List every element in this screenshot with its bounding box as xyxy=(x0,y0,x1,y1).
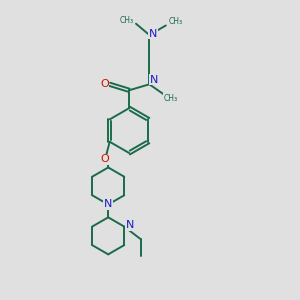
Text: N: N xyxy=(125,220,134,230)
Text: CH₃: CH₃ xyxy=(164,94,178,103)
Text: N: N xyxy=(150,75,158,85)
Text: N: N xyxy=(104,200,112,209)
Text: O: O xyxy=(101,154,110,164)
Text: O: O xyxy=(100,79,109,89)
Text: CH₃: CH₃ xyxy=(120,16,134,25)
Text: N: N xyxy=(149,28,157,38)
Text: CH₃: CH₃ xyxy=(168,17,182,26)
